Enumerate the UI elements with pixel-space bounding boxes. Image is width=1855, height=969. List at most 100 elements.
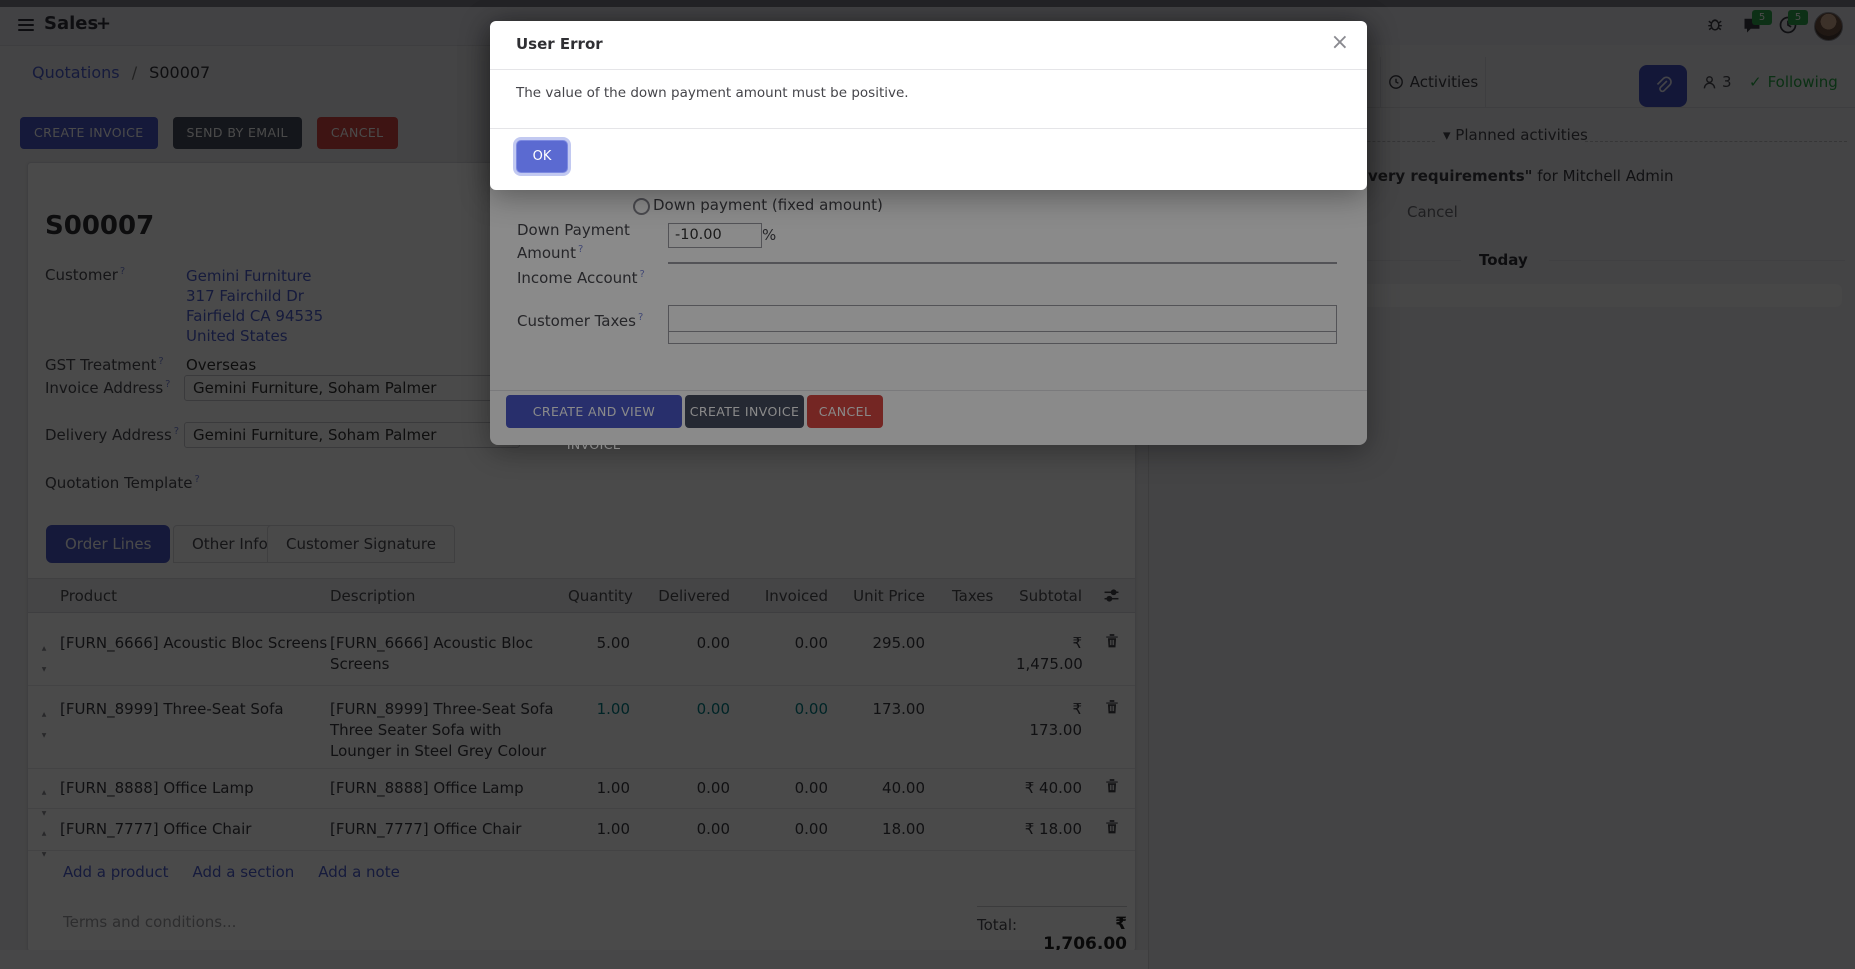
help-mark: ?: [194, 474, 200, 485]
send-by-email-button[interactable]: SEND BY EMAIL: [172, 117, 302, 149]
planned-activities-header[interactable]: ▾ Planned activities: [1443, 126, 1588, 144]
user-avatar[interactable]: [1814, 11, 1843, 41]
help-mark: ?: [577, 244, 584, 255]
cell-description[interactable]: [FURN_8888] Office Lamp: [330, 779, 524, 797]
cell-delivered[interactable]: 0.00: [696, 700, 730, 718]
cancel-order-button[interactable]: CANCEL: [316, 117, 398, 149]
percent-suffix: %: [762, 226, 777, 244]
cell-invoiced[interactable]: 0.00: [794, 820, 828, 838]
attach-files-button[interactable]: [1639, 65, 1687, 107]
delete-row-icon[interactable]: [1082, 685, 1135, 768]
gst-treatment-value[interactable]: Overseas: [186, 356, 257, 374]
help-mark: ?: [119, 266, 126, 277]
col-invoiced[interactable]: Invoiced: [764, 586, 828, 605]
followers-counter[interactable]: 3: [1701, 73, 1732, 91]
cell-product[interactable]: [FURN_8888] Office Lamp: [60, 779, 254, 797]
cell-unit-price[interactable]: 40.00: [882, 779, 925, 797]
delete-row-icon[interactable]: [1082, 808, 1135, 865]
drag-handle-icon[interactable]: ▲ ▼: [41, 789, 47, 817]
col-description[interactable]: Description: [330, 586, 416, 605]
activity-cancel-link[interactable]: Cancel: [1407, 203, 1458, 221]
drag-handle-icon[interactable]: ▲ ▼: [41, 645, 47, 673]
optional-columns-icon[interactable]: [1082, 588, 1135, 603]
delete-row-icon[interactable]: [1082, 611, 1135, 685]
chatter-activities-tab[interactable]: Activities: [1380, 57, 1486, 107]
apps-menu-icon[interactable]: [18, 19, 34, 31]
wizard-create-invoice-button[interactable]: CREATE INVOICE: [685, 395, 804, 428]
down-payment-fixed-radio[interactable]: [633, 198, 650, 215]
check-icon: ✓: [1749, 73, 1762, 91]
customer-name-link[interactable]: Gemini Furniture: [186, 267, 312, 285]
cell-quantity[interactable]: 1.00: [596, 820, 630, 838]
col-quantity[interactable]: Quantity: [568, 586, 633, 605]
cell-invoiced[interactable]: 0.00: [794, 700, 828, 718]
cell-unit-price[interactable]: 18.00: [882, 820, 925, 838]
create-invoice-button[interactable]: CREATE INVOICE: [20, 117, 158, 149]
customer-street-link[interactable]: 317 Fairchild Dr: [186, 287, 304, 305]
cell-delivered[interactable]: 0.00: [696, 779, 730, 797]
app-title[interactable]: Sales: [44, 13, 99, 34]
customer-value[interactable]: Gemini Furniture 317 Fairchild Dr Fairfi…: [186, 266, 323, 346]
cell-unit-price[interactable]: 173.00: [872, 700, 926, 718]
activities-clock-icon[interactable]: 5: [1778, 10, 1808, 37]
tab-customer-signature[interactable]: Customer Signature: [267, 525, 455, 563]
new-tab-plus-icon[interactable]: +: [96, 13, 112, 34]
terms-placeholder[interactable]: Terms and conditions...: [63, 913, 237, 931]
down-payment-amount-input[interactable]: -10.00: [668, 223, 762, 248]
create-and-view-invoice-button[interactable]: CREATE AND VIEW INVOICE: [506, 395, 682, 452]
invoice-address-input[interactable]: Gemini Furniture, Soham Palmer: [184, 375, 520, 401]
col-unit-price[interactable]: Unit Price: [853, 586, 925, 605]
customer-taxes-input-extra[interactable]: [668, 331, 1337, 344]
cell-quantity[interactable]: 1.00: [596, 700, 630, 718]
customer-city-link[interactable]: Fairfield CA 94535: [186, 307, 324, 325]
table-row[interactable]: ▲ ▼ [FURN_8888] Office Lamp [FURN_8888] O…: [28, 768, 1135, 817]
wizard-cancel-button[interactable]: CANCEL: [807, 395, 883, 428]
delivery-address-input[interactable]: Gemini Furniture, Soham Palmer: [184, 422, 520, 448]
wizard-footer-divider: [490, 390, 1367, 391]
cell-delivered[interactable]: 0.00: [696, 634, 730, 652]
cell-description[interactable]: [FURN_7777] Office Chair: [330, 820, 522, 838]
customer-country-link[interactable]: United States: [186, 327, 288, 345]
col-subtotal[interactable]: Subtotal: [1019, 586, 1082, 605]
down-payment-fixed-label[interactable]: Down payment (fixed amount): [653, 196, 883, 214]
table-row[interactable]: ▲ ▼ [FURN_7777] Office Chair [FURN_7777] …: [28, 808, 1135, 858]
add-a-product-link[interactable]: Add a product: [63, 863, 169, 881]
close-icon[interactable]: ×: [1330, 30, 1349, 55]
cell-unit-price[interactable]: 295.00: [872, 634, 926, 652]
table-row[interactable]: ▲ ▼ [FURN_8999] Three-Seat Sofa [FURN_899…: [28, 685, 1135, 769]
tab-order-lines[interactable]: Order Lines: [46, 525, 171, 563]
drag-handle-icon[interactable]: ▲ ▼: [41, 830, 47, 858]
add-a-section-link[interactable]: Add a section: [192, 863, 295, 881]
cell-description[interactable]: [FURN_6666] Acoustic Bloc Screens: [330, 634, 534, 673]
col-taxes[interactable]: Taxes: [952, 586, 994, 605]
help-mark: ?: [637, 312, 644, 323]
cell-subtotal: ₹ 40.00: [1024, 779, 1082, 797]
debug-bug-icon[interactable]: [1706, 15, 1728, 37]
ok-button[interactable]: OK: [516, 140, 568, 173]
delete-row-icon[interactable]: [1082, 768, 1135, 824]
col-delivered[interactable]: Delivered: [658, 586, 730, 605]
cell-product[interactable]: [FURN_8999] Three-Seat Sofa: [60, 700, 284, 718]
following-toggle[interactable]: ✓ Following: [1749, 73, 1838, 91]
cell-quantity[interactable]: 1.00: [596, 779, 630, 797]
customer-taxes-input[interactable]: [668, 305, 1337, 332]
cell-product[interactable]: [FURN_7777] Office Chair: [60, 820, 252, 838]
table-row[interactable]: ▲ ▼ [FURN_6666] Acoustic Bloc Screens [FU…: [28, 611, 1135, 686]
cell-description[interactable]: [FURN_8999] Three-Seat Sofa Three Seater …: [330, 700, 554, 760]
activity-row-highlight[interactable]: [1319, 284, 1842, 307]
income-account-input[interactable]: [668, 262, 1337, 264]
cell-quantity[interactable]: 5.00: [596, 634, 630, 652]
cell-invoiced[interactable]: 0.00: [794, 779, 828, 797]
add-a-note-link[interactable]: Add a note: [318, 863, 400, 881]
help-mark: ?: [173, 426, 180, 437]
cell-product[interactable]: [FURN_6666] Acoustic Bloc Screens: [60, 634, 328, 652]
messages-icon[interactable]: 5: [1742, 10, 1772, 37]
breadcrumb-quotations-link[interactable]: Quotations: [32, 63, 120, 82]
cell-invoiced[interactable]: 0.00: [794, 634, 828, 652]
quotation-template-label: Quotation Template?: [45, 474, 200, 492]
col-product[interactable]: Product: [60, 586, 117, 605]
drag-handle-icon[interactable]: ▲ ▼: [41, 711, 47, 739]
error-modal-header-divider: [490, 69, 1367, 70]
today-line-right: [1549, 260, 1845, 261]
cell-delivered[interactable]: 0.00: [696, 820, 730, 838]
